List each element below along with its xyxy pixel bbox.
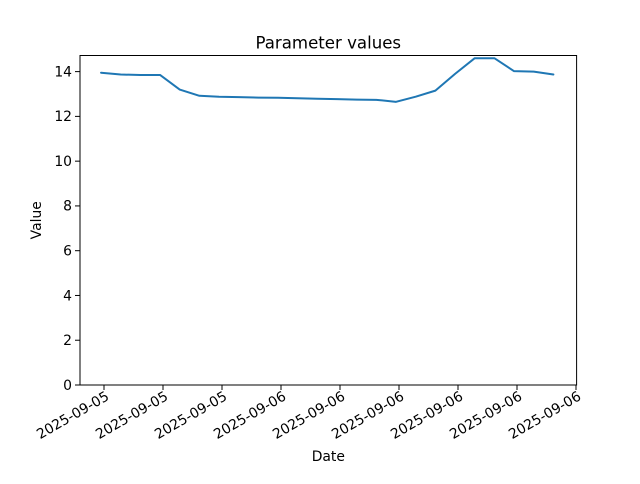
y-tick-label: 14 xyxy=(54,64,72,80)
series-line-parameter xyxy=(100,57,555,103)
y-tick-label: 6 xyxy=(63,243,72,259)
plot-area xyxy=(79,55,578,386)
chart-title: Parameter values xyxy=(256,34,402,53)
y-tick-label: 10 xyxy=(54,154,72,170)
x-axis-label: Date xyxy=(312,449,345,465)
y-axis-label: Value xyxy=(29,201,45,239)
y-tick-label: 0 xyxy=(63,378,72,394)
y-tick-label: 4 xyxy=(63,288,72,304)
y-tick-label: 2 xyxy=(63,333,72,349)
y-tick-label: 8 xyxy=(63,199,72,215)
y-tick-label: 12 xyxy=(54,109,72,125)
